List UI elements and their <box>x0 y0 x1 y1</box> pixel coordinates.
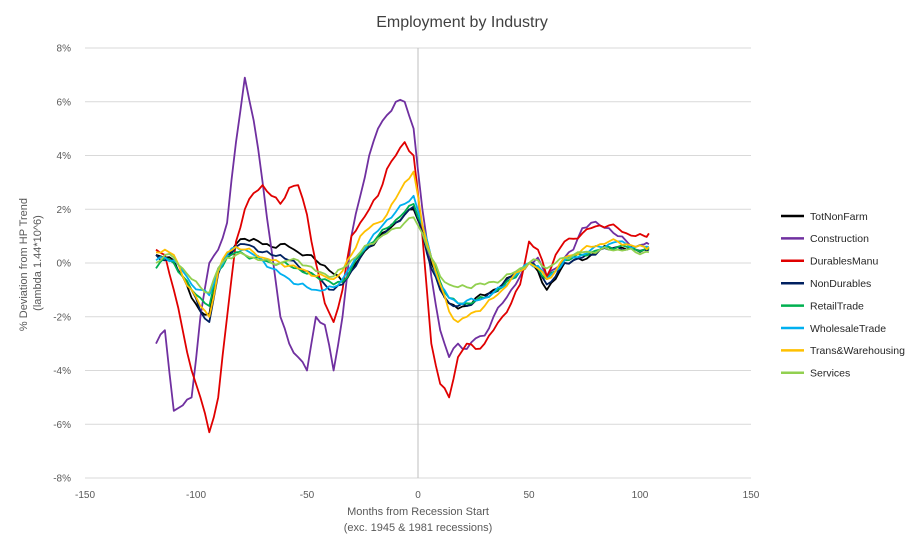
x-axis-ticks: -150 -100 -50 0 50 100 150 <box>75 490 760 501</box>
legend-label-wholesaletrade: WholesaleTrade <box>810 323 886 335</box>
gridlines <box>85 47 751 479</box>
legend-label-nondurables: NonDurables <box>810 278 871 290</box>
y-tick-label: -4% <box>53 366 71 377</box>
x-tick-label: 0 <box>415 490 421 501</box>
y-axis-ticks: 8% 6% 4% 2% 0% -2% -4% -6% -8% <box>53 44 71 485</box>
legend-label-totnonfarm: TotNonFarm <box>810 211 868 223</box>
legend-label-services: Services <box>810 368 850 380</box>
y-tick-label: 8% <box>57 44 72 55</box>
legend-label-trans-warehousing: Trans&Warehousing <box>810 345 905 357</box>
series-line-services <box>155 216 650 294</box>
y-tick-label: -8% <box>53 474 71 485</box>
y-axis-label-line-2: (lambda 1.44*10^6) <box>32 215 44 311</box>
x-axis-label-line-1: Months from Recession Start <box>347 506 489 518</box>
legend-label-durablesmanu: DurablesManu <box>810 256 878 268</box>
y-axis-label: % Deviation from HP Trend (lambda 1.44*1… <box>18 195 44 331</box>
x-tick-label: -100 <box>186 490 206 501</box>
series-line-durablesmanu <box>155 141 650 434</box>
chart-title: Employment by Industry <box>376 14 548 31</box>
series-lines <box>155 76 650 434</box>
legend-label-construction: Construction <box>810 233 869 245</box>
legend: TotNonFarm Construction DurablesManu NonDur… <box>781 211 905 380</box>
x-tick-label: 150 <box>743 490 760 501</box>
x-tick-label: 50 <box>523 490 535 501</box>
series-line-construction <box>155 76 650 412</box>
y-tick-label: 0% <box>57 259 72 270</box>
x-tick-label: -50 <box>300 490 315 501</box>
x-tick-label: -150 <box>75 490 95 501</box>
y-tick-label: -6% <box>53 420 71 431</box>
y-tick-label: -2% <box>53 312 71 323</box>
y-tick-label: 2% <box>57 205 72 216</box>
series-line-trans-warehousing <box>155 170 650 324</box>
y-tick-label: 4% <box>57 151 72 162</box>
legend-label-retailtrade: RetailTrade <box>810 300 864 312</box>
series-line-nondurables <box>155 205 650 324</box>
series-line-retailtrade <box>155 202 650 307</box>
x-tick-label: 100 <box>632 490 649 501</box>
y-tick-label: 6% <box>57 97 72 108</box>
y-axis-label-line-1: % Deviation from HP Trend <box>18 198 30 331</box>
x-axis-label-line-2: (exc. 1945 & 1981 recessions) <box>344 522 493 534</box>
